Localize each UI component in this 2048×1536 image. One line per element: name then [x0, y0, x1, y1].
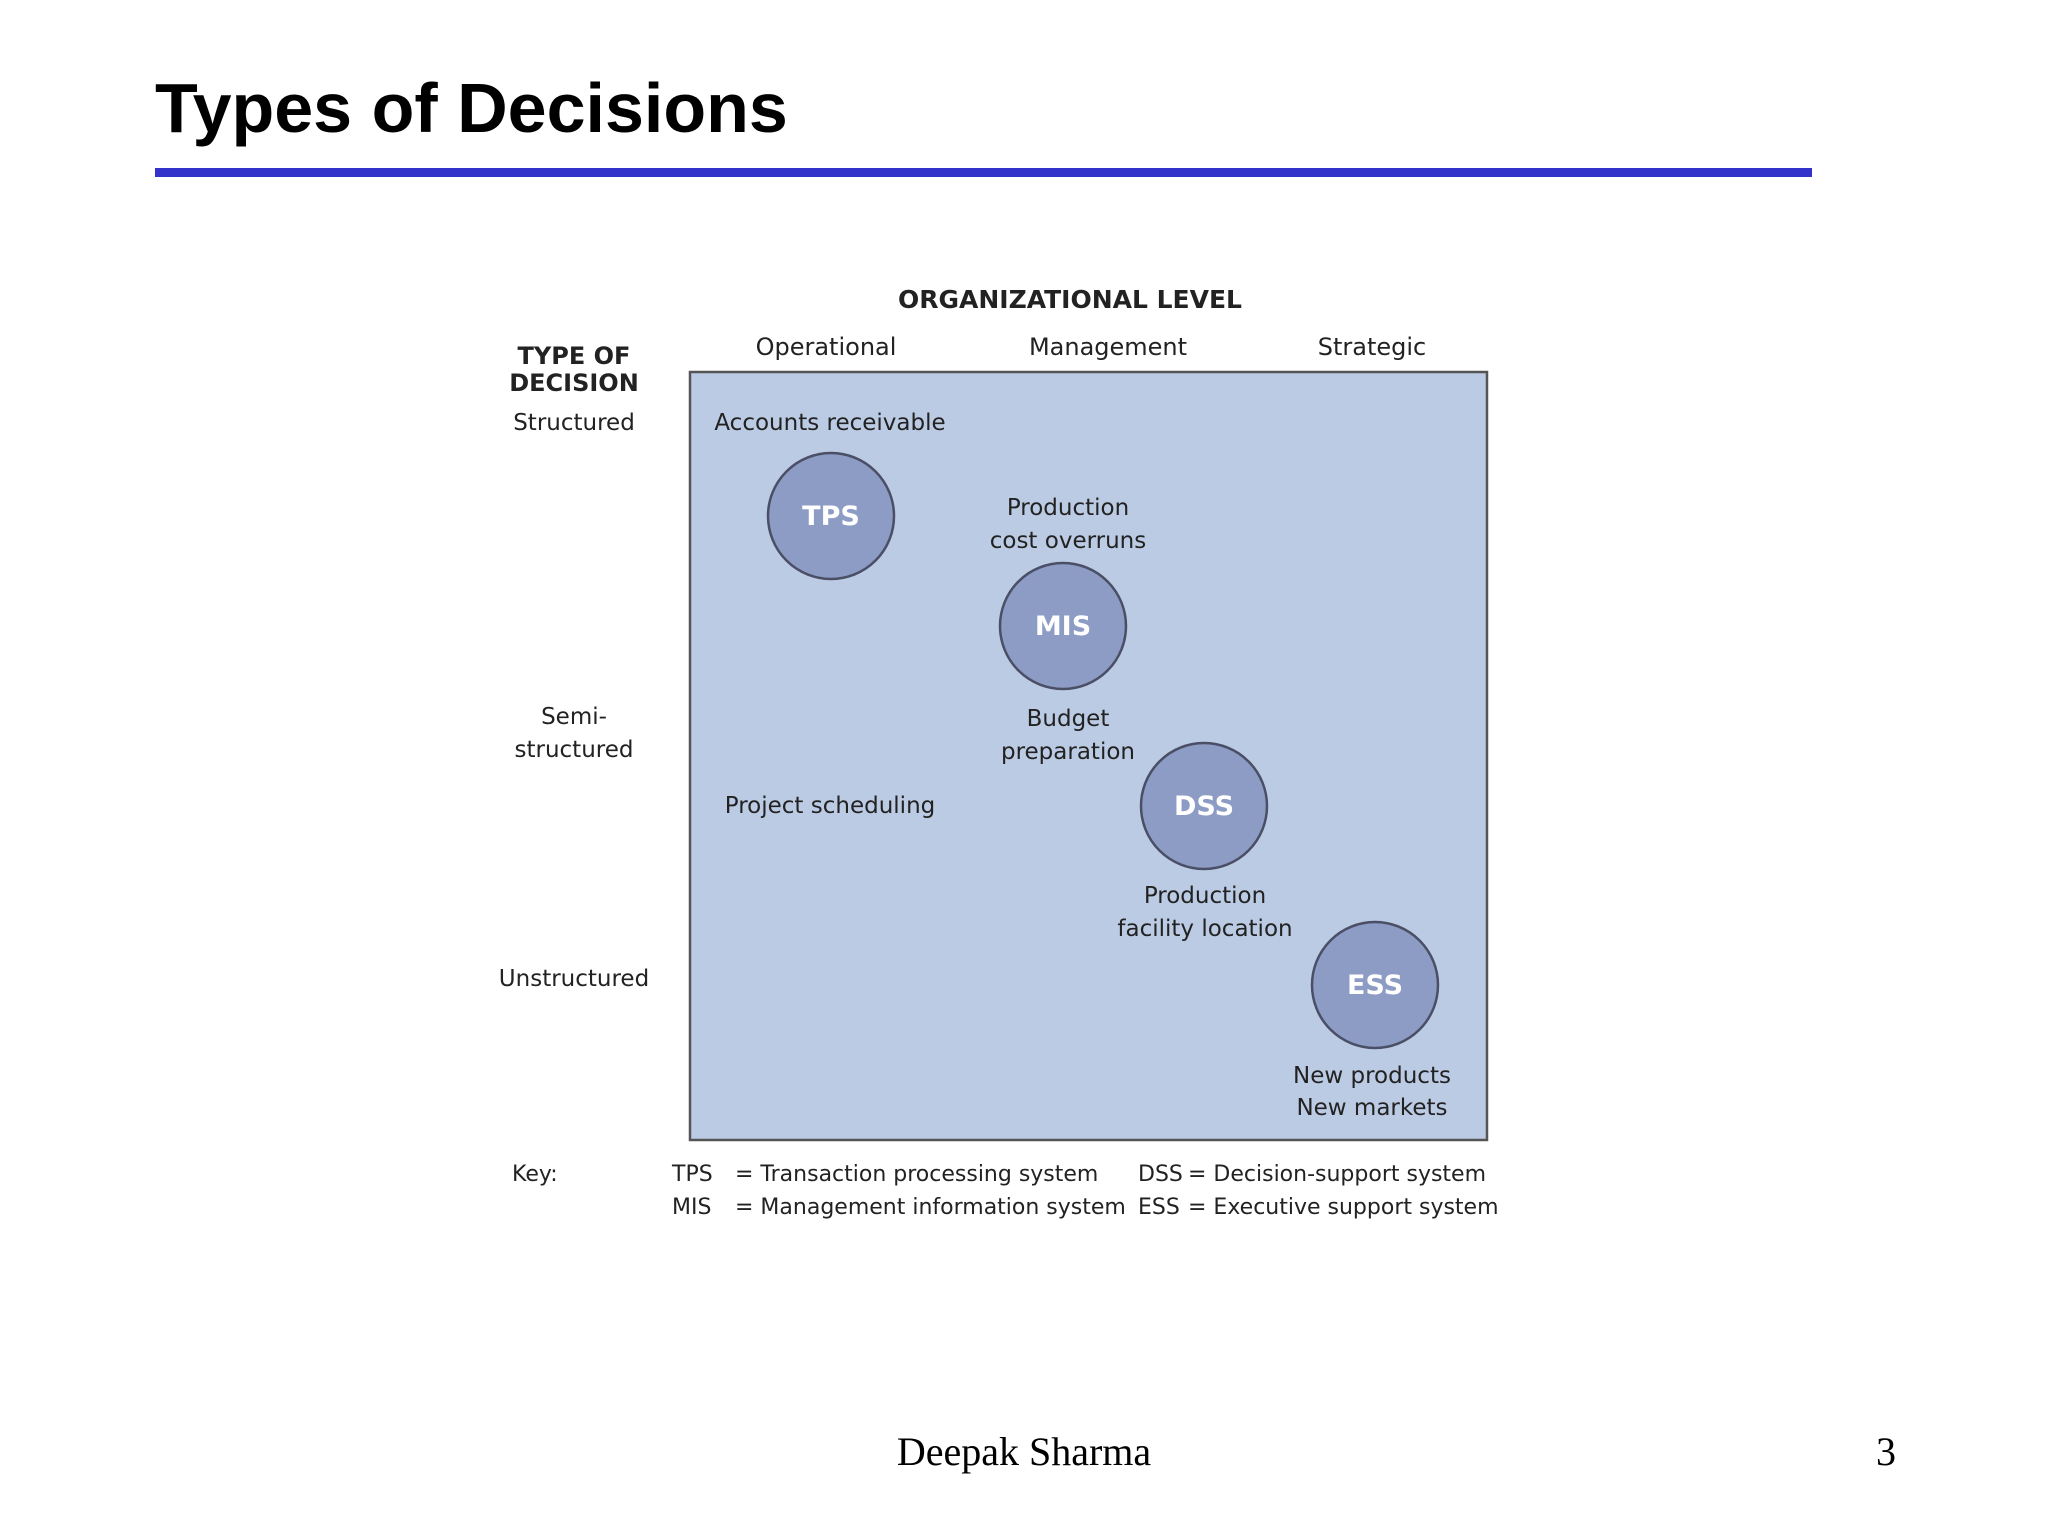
example-budget-line2: preparation [1001, 739, 1135, 765]
row-unstructured: Unstructured [499, 966, 649, 992]
key-abbr-mis: MIS [672, 1195, 711, 1220]
key-desc-dss: = Decision-support system [1188, 1162, 1486, 1187]
key-desc-mis: = Management information system [735, 1195, 1126, 1220]
tps-circle [766, 451, 896, 581]
example-production-cost-line1: Production [1007, 495, 1129, 521]
column-strategic: Strategic [1318, 333, 1427, 361]
row-semi-structured-line1: Semi- [541, 704, 607, 730]
example-facility-line2: facility location [1117, 916, 1292, 942]
title-underline [155, 168, 1812, 177]
ess-circle [1310, 920, 1440, 1050]
footer-author: Deepak Sharma [896, 1429, 1152, 1474]
key-desc-ess: = Executive support system [1188, 1195, 1499, 1220]
key-abbr-tps: TPS [671, 1162, 713, 1187]
key-desc-tps: = Transaction processing system [735, 1162, 1098, 1187]
column-operational: Operational [756, 333, 897, 361]
dss-label: DSS [1174, 791, 1234, 822]
row-structured: Structured [513, 410, 635, 436]
key-label: Key: [512, 1162, 558, 1187]
example-project-scheduling: Project scheduling [725, 793, 936, 819]
mis-circle [998, 561, 1128, 691]
slide-title: Types of Decisions [155, 69, 788, 147]
example-new-products: New products [1293, 1063, 1451, 1089]
page-number: 3 [1876, 1429, 1896, 1474]
key-abbr-ess: ESS [1138, 1195, 1180, 1220]
tps-label: TPS [802, 501, 860, 532]
example-accounts-receivable: Accounts receivable [714, 410, 945, 436]
dss-circle [1139, 741, 1269, 871]
organizational-level-heading: ORGANIZATIONAL LEVEL [898, 285, 1242, 314]
example-budget-line1: Budget [1027, 706, 1110, 732]
ess-label: ESS [1347, 970, 1403, 1001]
example-new-markets: New markets [1296, 1095, 1447, 1121]
type-of-decision-heading-line2: DECISION [509, 369, 639, 397]
key-abbr-dss: DSS [1138, 1162, 1183, 1187]
row-semi-structured-line2: structured [515, 737, 634, 763]
mis-label: MIS [1035, 611, 1091, 642]
example-facility-line1: Production [1144, 883, 1266, 909]
type-of-decision-heading-line1: TYPE OF [518, 342, 631, 370]
example-production-cost-line2: cost overruns [990, 528, 1147, 554]
column-management: Management [1029, 333, 1187, 361]
